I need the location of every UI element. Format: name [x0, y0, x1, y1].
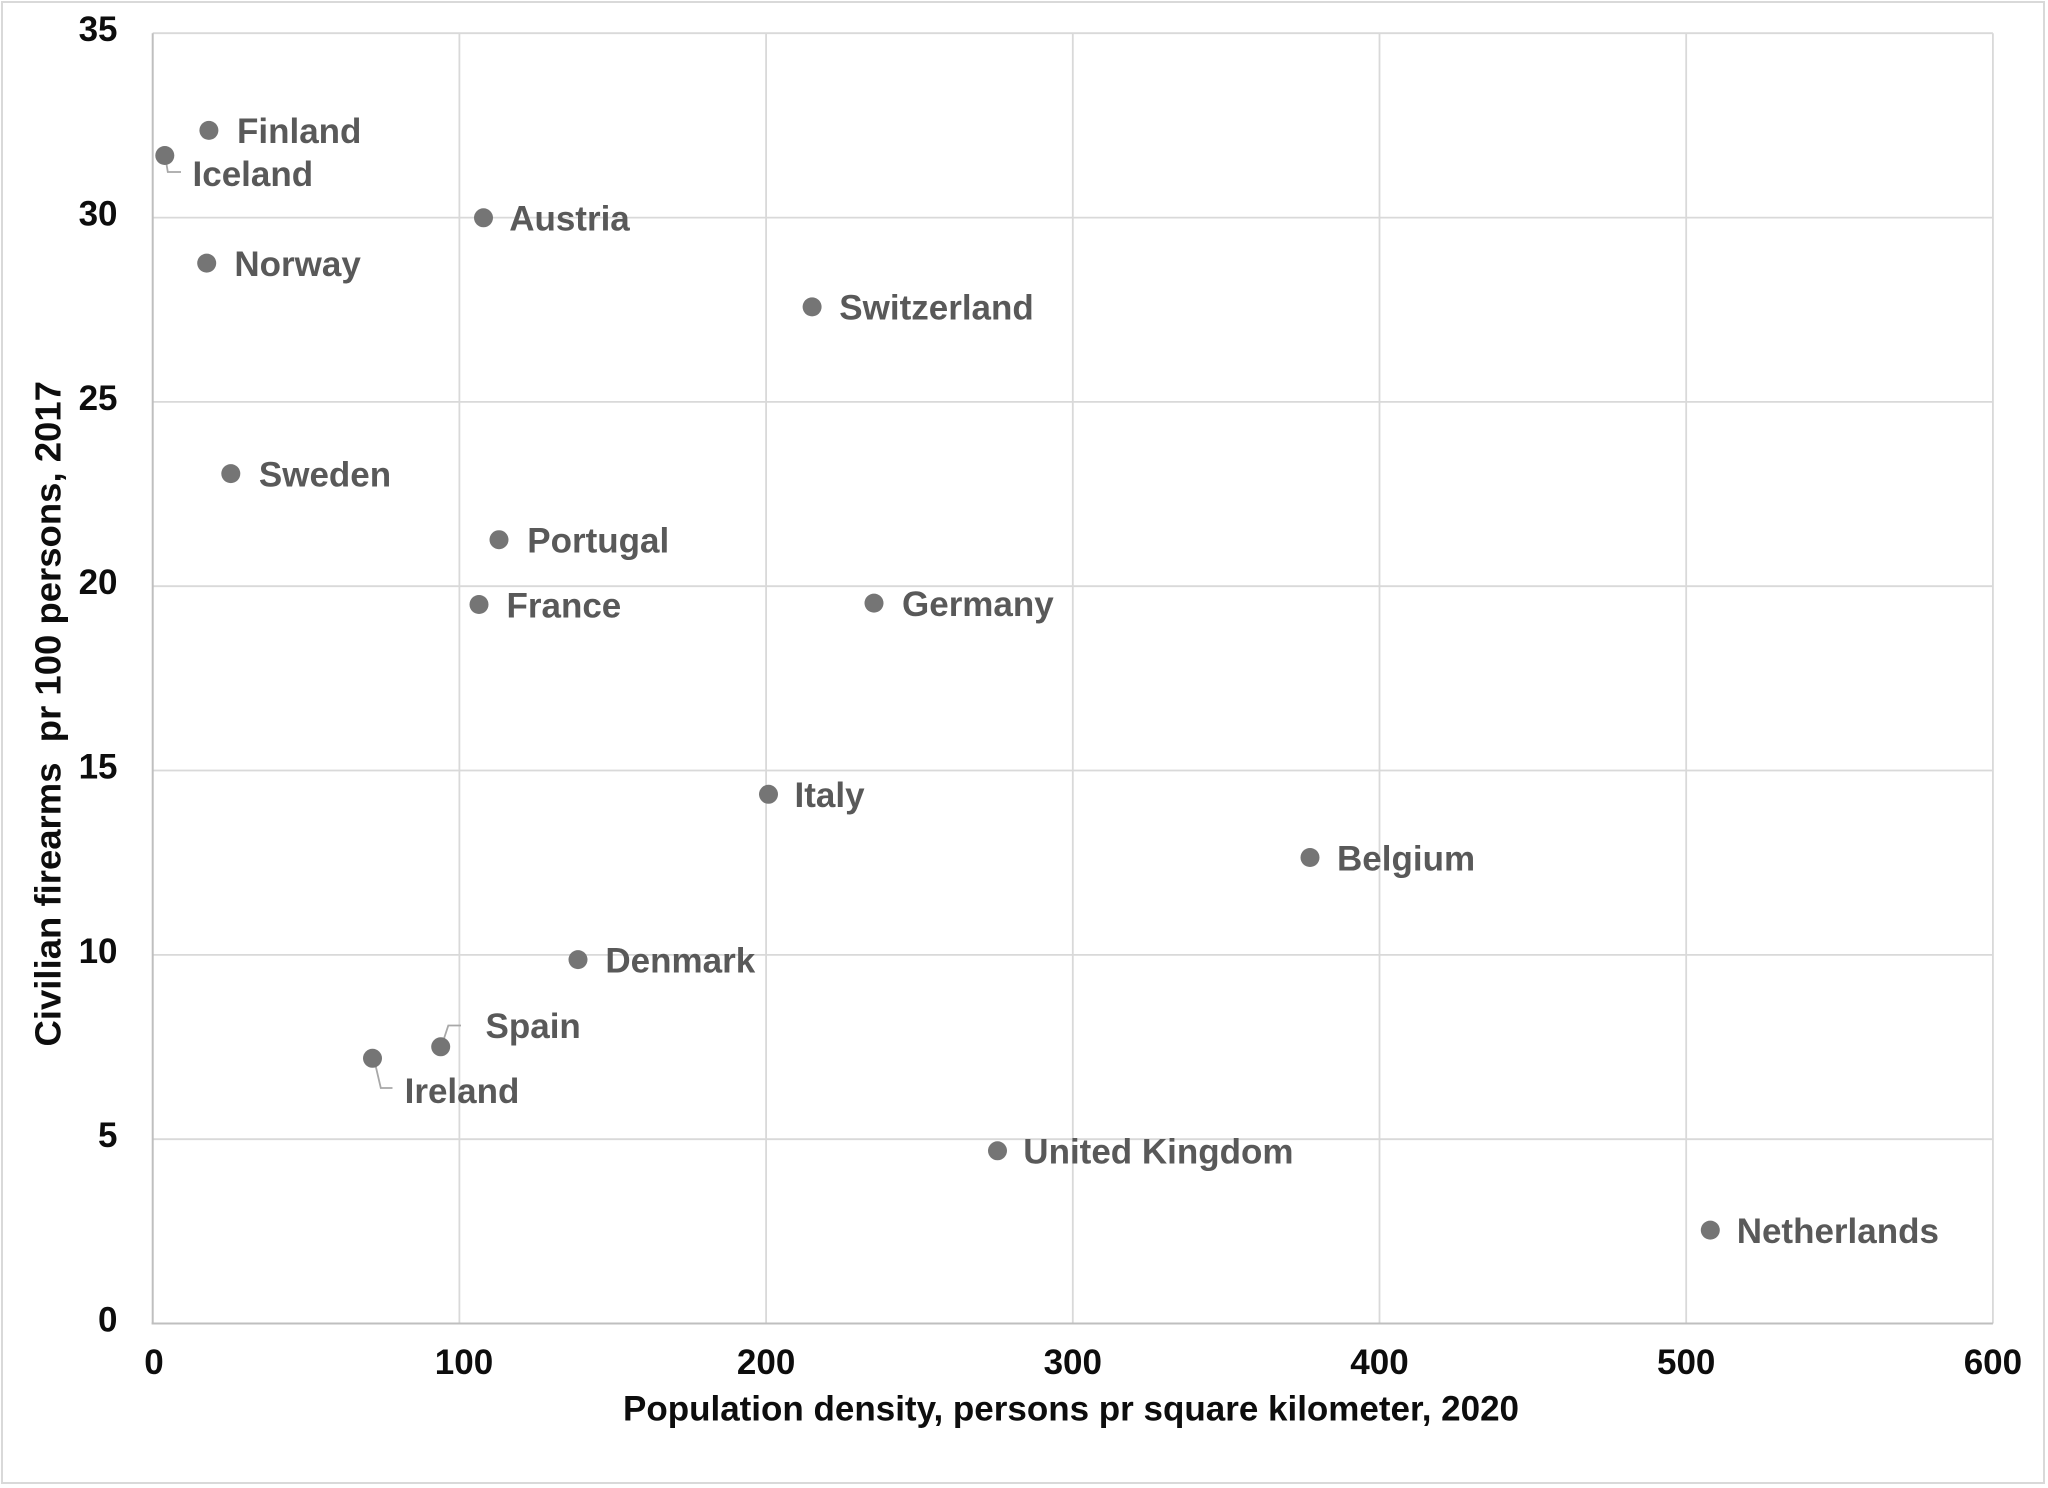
svg-text:25: 25	[79, 379, 118, 418]
svg-text:Switzerland: Switzerland	[839, 289, 1033, 328]
svg-text:5: 5	[98, 1116, 117, 1155]
svg-text:Italy: Italy	[795, 776, 866, 815]
svg-text:200: 200	[737, 1343, 795, 1382]
svg-text:10: 10	[79, 932, 118, 971]
svg-text:Netherlands: Netherlands	[1737, 1212, 1939, 1251]
svg-text:Portugal: Portugal	[527, 522, 669, 561]
svg-text:0: 0	[144, 1343, 163, 1382]
svg-text:300: 300	[1044, 1343, 1102, 1382]
svg-text:Norway: Norway	[234, 245, 361, 284]
svg-text:Germany: Germany	[902, 585, 1054, 624]
svg-text:United Kingdom: United Kingdom	[1023, 1133, 1293, 1172]
svg-text:Civilian firearms pr 100 pers: Civilian firearms pr 100 persons, 2017	[28, 381, 69, 1046]
svg-text:35: 35	[79, 10, 118, 49]
svg-text:20: 20	[79, 563, 118, 602]
svg-text:France: France	[507, 586, 622, 625]
svg-text:100: 100	[435, 1343, 493, 1382]
svg-text:Iceland: Iceland	[193, 155, 314, 194]
svg-text:Belgium: Belgium	[1337, 839, 1475, 878]
svg-text:Austria: Austria	[509, 200, 630, 239]
svg-text:0: 0	[98, 1301, 117, 1340]
svg-text:Spain: Spain	[486, 1007, 581, 1046]
svg-text:Finland: Finland	[237, 112, 361, 151]
svg-text:Denmark: Denmark	[605, 941, 755, 980]
svg-text:15: 15	[79, 748, 118, 787]
svg-text:Ireland: Ireland	[405, 1072, 520, 1111]
svg-text:30: 30	[79, 195, 118, 234]
svg-text:Sweden: Sweden	[259, 455, 391, 494]
svg-text:500: 500	[1657, 1343, 1715, 1382]
svg-text:Population density, persons pr: Population density, persons pr square ki…	[623, 1390, 1519, 1429]
svg-text:600: 600	[1964, 1343, 2022, 1382]
svg-text:400: 400	[1350, 1343, 1408, 1382]
